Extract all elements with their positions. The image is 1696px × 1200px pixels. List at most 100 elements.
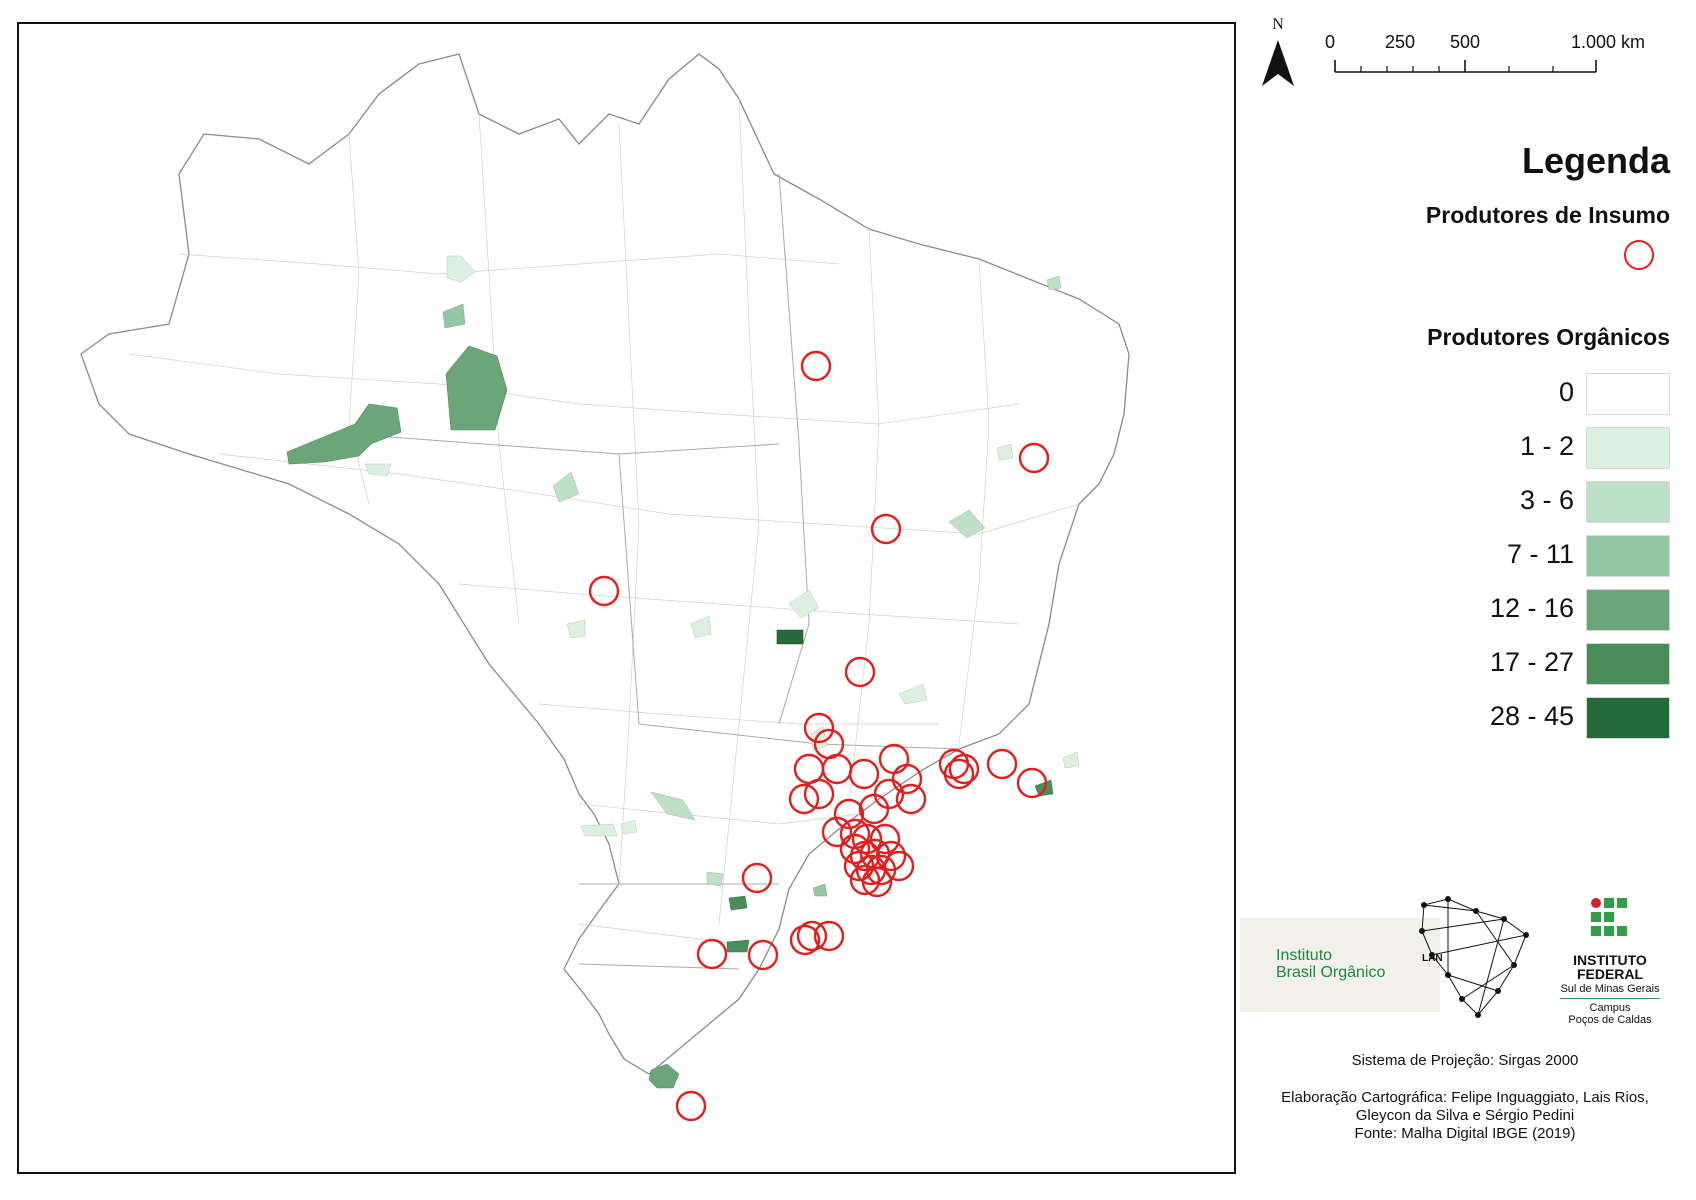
- municipality-highlight: [728, 895, 748, 911]
- insumo-point: [883, 850, 915, 882]
- red-circle-icon: [1624, 240, 1654, 270]
- insumo-point: [1016, 767, 1048, 799]
- municipality-highlight: [566, 619, 586, 639]
- insumo-point: [800, 350, 832, 382]
- network-map-icon: [1419, 896, 1529, 1018]
- legend-class-row: 3 - 6: [1240, 481, 1670, 523]
- insumo-point: [741, 862, 773, 894]
- insumo-point: [844, 656, 876, 688]
- if-logo-title-2: FEDERAL: [1576, 966, 1644, 982]
- choropleth-layer: [286, 255, 1080, 1089]
- insumo-point: [848, 758, 880, 790]
- insumo-point: [588, 575, 620, 607]
- municipality-highlight: [948, 509, 986, 539]
- north-arrow-icon: [1262, 40, 1294, 86]
- municipality-highlight: [552, 471, 580, 503]
- scale-label-250: 250: [1385, 32, 1416, 52]
- legend-swatch: [1586, 697, 1670, 739]
- municipality-highlight: [690, 615, 712, 639]
- insumo-point: [861, 866, 893, 898]
- municipality-highlight: [706, 871, 724, 887]
- if-logo-sub-2: Campus: [1589, 1002, 1631, 1014]
- legend-swatch: [1586, 427, 1670, 469]
- insumo-point: [1018, 442, 1050, 474]
- insumo-point: [675, 1090, 707, 1122]
- insumo-point: [849, 864, 881, 896]
- insumo-point: [948, 753, 980, 785]
- scale-label-0: 0: [1325, 32, 1336, 52]
- if-logo-title-1: INSTITUTO: [1573, 952, 1647, 968]
- insumo-point: [803, 712, 835, 744]
- legend-class-label: 7 - 11: [1506, 539, 1574, 569]
- municipality-highlight: [726, 939, 750, 953]
- if-logo: INSTITUTO FEDERAL Sul de Minas Gerais Ca…: [1550, 897, 1690, 1032]
- if-logo-sub-1: Sul de Minas Gerais: [1560, 983, 1660, 995]
- if-logo-divider: [1560, 998, 1660, 999]
- insumo-point: [747, 939, 779, 971]
- elaboration-text-2: Gleycon da Silva e Sérgio Pedini: [1355, 1107, 1575, 1124]
- scale-label-1000: 1.000 km: [1571, 32, 1646, 52]
- source-text: Fonte: Malha Digital IBGE (2019): [1354, 1125, 1576, 1142]
- ibo-logo-line2: Brasil Orgânico: [1276, 964, 1386, 981]
- municipality-highlight: [1046, 275, 1062, 291]
- legend-swatch: [1586, 643, 1670, 685]
- legend-class-label: 0: [1558, 377, 1574, 407]
- legend-insumo-title: Produtores de Insumo: [1425, 202, 1670, 228]
- if-logo-icon: [1591, 898, 1627, 936]
- insumo-point: [891, 763, 923, 795]
- legend-class-row: 1 - 2: [1240, 427, 1670, 469]
- if-logo-sub-3: Poços de Caldas: [1568, 1014, 1652, 1026]
- scale-label-500: 500: [1450, 32, 1481, 52]
- insumo-point: [821, 816, 853, 848]
- scale-bar-graphic: [1334, 60, 1597, 73]
- lan-logo-text: LAN: [1422, 953, 1443, 964]
- north-label: N: [1272, 16, 1284, 33]
- insumo-point: [796, 920, 828, 952]
- municipality-highlight: [445, 345, 508, 431]
- insumo-producers-layer: [588, 350, 1050, 1122]
- insumo-point: [851, 823, 883, 855]
- insumo-point: [696, 938, 728, 970]
- country-outline: [80, 53, 1130, 1075]
- insumo-point: [869, 823, 901, 855]
- municipality-highlight: [286, 403, 402, 465]
- municipality-highlight: [650, 791, 696, 821]
- legend-class-row: 17 - 27: [1240, 643, 1670, 685]
- legend-swatch: [1586, 589, 1670, 631]
- legend-class-label: 12 - 16: [1489, 593, 1574, 623]
- municipality-highlight: [446, 255, 476, 283]
- map-frame[interactable]: [17, 22, 1236, 1174]
- municipality-highlight: [812, 883, 828, 897]
- insumo-point: [943, 758, 975, 790]
- insumo-point: [858, 793, 890, 825]
- legend-class-label: 28 - 45: [1489, 701, 1574, 731]
- insumo-point: [803, 778, 835, 810]
- legend-class-label: 3 - 6: [1519, 485, 1574, 515]
- insumo-point: [813, 920, 845, 952]
- insumo-point: [843, 850, 875, 882]
- lan-logo: LAN: [1418, 895, 1530, 1025]
- legend-class-label: 17 - 27: [1489, 647, 1574, 677]
- projection-text: Sistema de Projeção: Sirgas 2000: [1351, 1052, 1579, 1069]
- legend-class-label: 1 - 2: [1519, 431, 1574, 461]
- legend-swatch: [1586, 373, 1670, 415]
- legend-class-row: 28 - 45: [1240, 697, 1670, 739]
- ibo-logo-band: [1240, 918, 1440, 1012]
- insumo-point: [870, 513, 902, 545]
- insumo-point: [833, 798, 865, 830]
- north-arrow: N: [1258, 16, 1298, 92]
- legend-swatch: [1586, 535, 1670, 577]
- ibo-logo-line1: Instituto: [1276, 947, 1333, 964]
- municipality-highlight: [580, 823, 618, 837]
- municipality-highlight: [996, 443, 1014, 461]
- municipality-highlight: [364, 463, 392, 477]
- municipality-highlight: [648, 1063, 680, 1089]
- municipality-highlight: [1062, 751, 1080, 769]
- insumo-point: [789, 924, 821, 956]
- municipality-highlight: [620, 819, 638, 835]
- map-canvas[interactable]: [19, 24, 1234, 1172]
- legend-organicos-title: Produtores Orgânicos: [1427, 324, 1670, 350]
- legend-swatch: [1586, 481, 1670, 523]
- legend-class-row: 0: [1240, 373, 1670, 415]
- municipality-highlight: [788, 589, 820, 619]
